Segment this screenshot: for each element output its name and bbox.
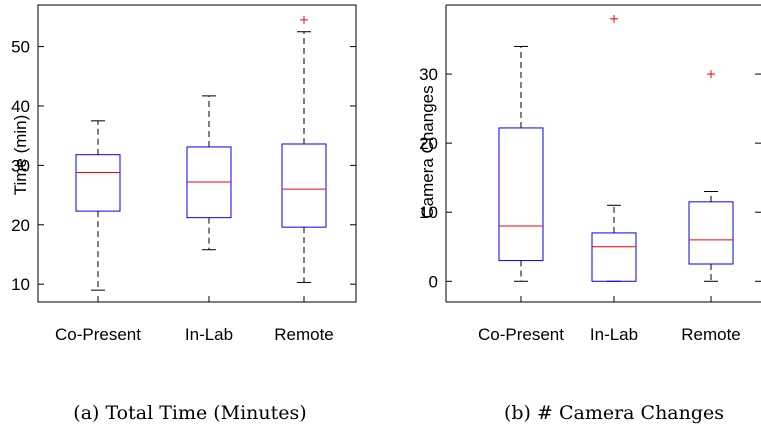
y-tick-label-b-0: 0 <box>429 272 438 291</box>
x-tick-label-a-0: Co-Present <box>55 325 141 344</box>
y-tick-label-b-3: 30 <box>419 65 438 84</box>
box-a-2 <box>281 15 327 283</box>
iqr-box-a-2 <box>281 143 327 228</box>
box-b-1 <box>591 14 637 282</box>
y-tick-label-a-0: 10 <box>11 275 30 294</box>
y-tick-label-b-1: 10 <box>419 203 438 222</box>
x-tick-label-b-1: In-Lab <box>590 325 638 344</box>
y-tick-label-a-3: 40 <box>11 97 30 116</box>
y-ticks-b: 0 10 20 30 <box>419 65 761 302</box>
iqr-box-b-0 <box>498 127 544 262</box>
y-axis-label-a: Time (min) <box>11 115 30 196</box>
box-a-0 <box>75 120 121 291</box>
plot-frame-a <box>37 4 357 303</box>
outlier-b-2-0 <box>707 70 715 79</box>
x-tick-label-a-1: In-Lab <box>185 325 233 344</box>
iqr-box-a-0 <box>75 154 121 212</box>
caption-b: (b) # Camera Changes <box>504 402 724 424</box>
chart-total-time: 10 20 30 40 50 Co-Present In-Lab Remote Time… <box>11 4 357 424</box>
caption-a: (a) Total Time (Minutes) <box>73 402 306 424</box>
outlier-b-1-0 <box>610 14 618 23</box>
x-tick-label-b-0: Co-Present <box>478 325 564 344</box>
y-tick-label-a-1: 20 <box>11 216 30 235</box>
y-ticks-a: 10 20 30 40 50 <box>11 38 356 302</box>
iqr-box-b-2 <box>688 201 734 265</box>
outlier-a-2-0 <box>300 15 308 24</box>
boxes-b <box>498 14 734 282</box>
box-a-1 <box>186 95 232 251</box>
box-b-2 <box>688 70 734 282</box>
chart-camera-changes: 0 10 20 30 Co-Present In-Lab Remote Camera … <box>418 4 761 424</box>
box-b-0 <box>498 45 544 282</box>
y-tick-label-b-2: 20 <box>419 134 438 153</box>
boxes-a <box>75 15 327 291</box>
x-tick-label-b-2: Remote <box>681 325 741 344</box>
y-axis-label-b: Camera Changes <box>418 85 437 218</box>
x-tick-label-a-2: Remote <box>274 325 334 344</box>
y-tick-label-a-2: 30 <box>11 156 30 175</box>
y-tick-label-a-4: 50 <box>11 38 30 57</box>
iqr-box-b-1 <box>591 232 637 282</box>
